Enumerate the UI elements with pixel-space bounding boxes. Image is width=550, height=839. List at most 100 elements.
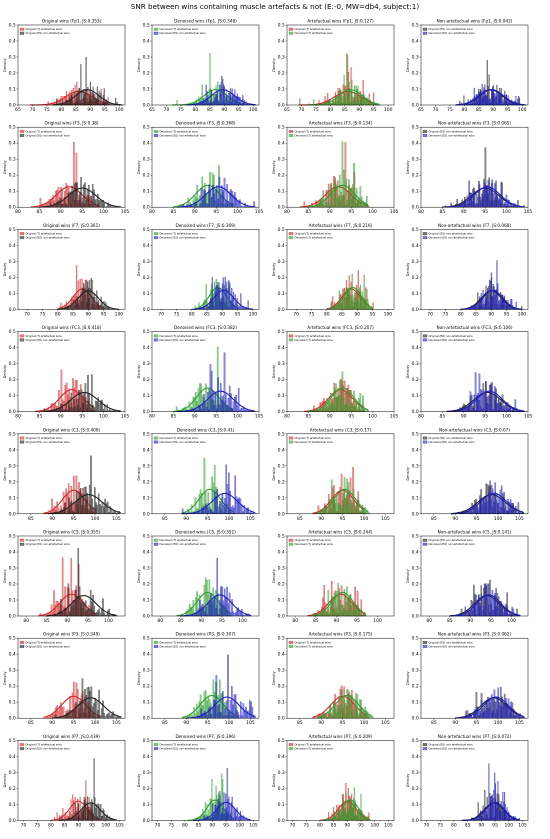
histogram-bar: [104, 716, 107, 719]
y-tick-label: 0.2: [278, 582, 285, 588]
histogram-bar: [85, 57, 87, 106]
histogram-bar: [82, 403, 84, 412]
y-tick-label: 0.2: [9, 275, 16, 281]
y-tick-label: 0.4: [412, 550, 419, 556]
axes-frame: [420, 535, 529, 617]
histogram-bar: [222, 691, 224, 719]
histogram-bar: [481, 504, 484, 514]
histogram-bar: [486, 397, 488, 412]
histogram-bar: [470, 609, 473, 617]
y-tick-label: 0.5: [9, 431, 16, 437]
x-tick-label: 105: [390, 209, 399, 215]
histogram-bar: [199, 511, 202, 514]
histogram-black: [47, 455, 122, 514]
histogram-bar: [199, 203, 201, 208]
histogram-bar: [80, 177, 82, 208]
histogram-bar: [333, 592, 336, 617]
x-tick-label: 95: [348, 209, 354, 215]
y-tick-label: 0.0: [412, 205, 419, 211]
histogram-bar: [231, 505, 234, 514]
histogram-bar: [342, 605, 344, 617]
histogram-bar: [299, 98, 301, 106]
legend: Original (EO) non-artefactual winsDenois…: [422, 27, 475, 35]
y-tick-label: 0.0: [278, 818, 285, 824]
x-tick-label: 85: [447, 618, 453, 624]
x-tick-label: 100: [384, 311, 393, 317]
y-tick-label: 0.4: [9, 652, 16, 658]
y-tick-label: 0.5: [278, 227, 285, 233]
histogram-bar: [346, 53, 348, 106]
legend-swatch: [422, 436, 428, 440]
y-tick-label: 0.5: [278, 534, 285, 540]
histogram-bar: [491, 88, 493, 106]
histogram-bar: [238, 611, 241, 617]
y-tick-label: 0.5: [143, 23, 150, 29]
histogram-blue: [450, 480, 525, 514]
subplot-title: Original wins (P7, JS:0.439): [43, 734, 100, 739]
histogram-bar: [85, 486, 87, 514]
histogram-bar: [350, 402, 353, 412]
histogram-bar: [72, 191, 75, 208]
histogram-bar: [336, 397, 339, 412]
histogram-bar: [215, 94, 217, 106]
subplot-fp1-nonartefactual: Non-artefactual wins (Fp1, JS:0.042)65 70…: [406, 19, 529, 113]
y-tick-label: 0.2: [9, 582, 16, 588]
histogram-black: [60, 758, 118, 821]
y-tick-label: 0.1: [412, 802, 419, 808]
histogram-bar: [94, 613, 97, 617]
histogram-bar: [242, 94, 244, 106]
histogram-bar: [512, 409, 514, 412]
histogram-bar: [488, 102, 490, 106]
histogram-bar: [326, 612, 328, 617]
x-tick-label: 70: [299, 107, 305, 113]
legend-swatch: [153, 538, 159, 542]
histogram-bar: [229, 93, 231, 106]
histogram-bar: [361, 504, 364, 514]
histogram-bar: [476, 94, 478, 106]
histogram-bar: [225, 200, 227, 208]
kde-curve-blue: [181, 492, 255, 515]
histogram-bar: [217, 506, 220, 514]
histogram-bar: [334, 498, 337, 514]
histogram-bar: [480, 98, 482, 106]
histogram-bar: [224, 277, 226, 310]
histogram-bar: [207, 306, 209, 310]
histogram-bar: [216, 94, 218, 106]
histogram-bar: [478, 373, 481, 412]
histogram-bar: [482, 383, 485, 412]
histogram-black: [455, 60, 527, 106]
histogram-bar: [492, 408, 495, 412]
legend-label: Denoised (T) artefactual wins: [160, 232, 199, 236]
subplot-c5-denoised: Denoised wins (C5, JS:0.352)80 85 90 95 1000…: [137, 530, 260, 624]
y-tick-label: 0.1: [9, 393, 16, 399]
histogram-bar: [108, 608, 110, 617]
x-tick-label: 85: [37, 209, 43, 215]
histogram-bar: [338, 706, 341, 719]
histogram-bar: [80, 64, 82, 106]
histogram-bar: [88, 608, 91, 617]
y-tick-label: 0.1: [278, 393, 285, 399]
x-tick-label: 100: [507, 618, 516, 624]
x-tick-label: 75: [178, 107, 184, 113]
subplot-title: Denoised wins (P7, JS:0.396): [175, 734, 235, 739]
histogram-bar: [501, 706, 503, 719]
histogram-bar: [366, 511, 369, 514]
histogram-bar: [83, 602, 86, 617]
y-tick-label: 0.3: [143, 770, 150, 776]
x-tick-label: 90: [49, 720, 55, 726]
histogram-bar: [100, 92, 102, 106]
y-tick-label: 0.0: [278, 511, 285, 517]
histogram-bar: [80, 701, 82, 719]
x-tick-label: 95: [89, 822, 95, 828]
histogram-bar: [90, 277, 92, 310]
legend-label: Denoised (T) artefactual wins: [295, 31, 334, 35]
x-tick-label: 100: [368, 209, 377, 215]
histogram-bar: [211, 707, 214, 719]
y-axis-label: Density: [406, 466, 410, 481]
legend-label: Original (T) artefactual wins: [26, 640, 63, 644]
histogram-bar: [331, 595, 333, 617]
y-tick-label: 0.1: [143, 495, 150, 501]
